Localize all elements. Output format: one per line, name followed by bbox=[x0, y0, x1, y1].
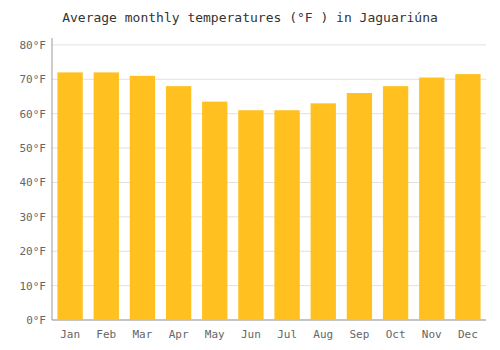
chart-svg: Average monthly temperatures (°F ) in Ja… bbox=[0, 0, 500, 350]
bar bbox=[57, 72, 82, 320]
bar bbox=[419, 78, 444, 320]
bar bbox=[274, 110, 299, 320]
bar bbox=[238, 110, 263, 320]
x-axis: Jan Feb Mar Apr May Jun Jul Aug Sep Oct Nov Dec bbox=[60, 328, 478, 341]
bar bbox=[94, 72, 119, 320]
y-axis: 0°F 10°F 20°F 30°F 40°F 50°F 60°F 70°F 80°F bbox=[20, 39, 47, 327]
y-tick-label: 30°F bbox=[20, 211, 47, 224]
y-tick-label: 80°F bbox=[20, 39, 47, 52]
bars bbox=[57, 72, 480, 320]
x-tick-label: Dec bbox=[458, 328, 478, 341]
y-tick-label: 60°F bbox=[20, 108, 47, 121]
y-axis-line bbox=[52, 38, 53, 320]
x-tick-label: Nov bbox=[422, 328, 442, 341]
x-tick-label: Feb bbox=[96, 328, 116, 341]
bar bbox=[347, 93, 372, 320]
y-tick-label: 50°F bbox=[20, 142, 47, 155]
x-tick-label: Jun bbox=[241, 328, 261, 341]
grid-line bbox=[52, 44, 486, 45]
y-tick-label: 10°F bbox=[20, 280, 47, 293]
y-grid bbox=[52, 45, 486, 320]
bar bbox=[166, 86, 191, 320]
x-tick-label: May bbox=[205, 328, 225, 341]
x-tick-label: Sep bbox=[349, 328, 369, 341]
y-tick-label: 20°F bbox=[20, 245, 47, 258]
bar bbox=[455, 74, 480, 320]
x-tick-label: Jul bbox=[277, 328, 297, 341]
bar bbox=[130, 76, 155, 320]
x-tick-label: Aug bbox=[313, 328, 333, 341]
x-tick-label: Jan bbox=[60, 328, 80, 341]
bar bbox=[383, 86, 408, 320]
title: Average monthly temperatures (°F ) in Ja… bbox=[62, 10, 438, 25]
bar bbox=[311, 103, 336, 320]
x-tick-label: Oct bbox=[386, 328, 406, 341]
chart-container: Average monthly temperatures (°F ) in Ja… bbox=[0, 0, 500, 350]
y-tick-label: 40°F bbox=[20, 176, 47, 189]
y-tick-label: 0°F bbox=[26, 314, 46, 327]
x-tick-label: Mar bbox=[132, 328, 152, 341]
x-tick-label: Apr bbox=[169, 328, 189, 341]
bar bbox=[202, 102, 227, 320]
y-tick-label: 70°F bbox=[20, 73, 47, 86]
